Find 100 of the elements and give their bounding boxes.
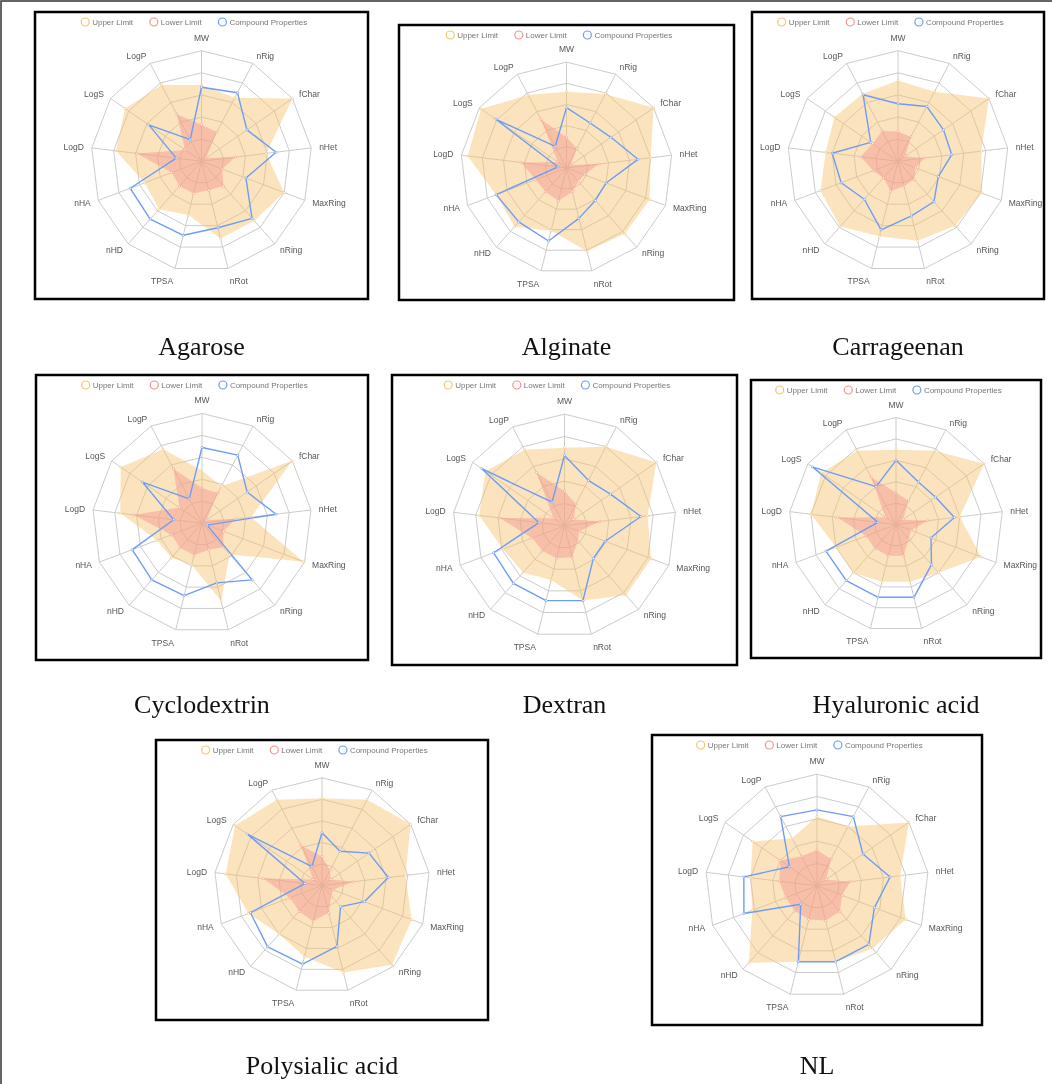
text: Cyclodextrin bbox=[134, 690, 270, 719]
legend-label: Compound Properties bbox=[349, 746, 428, 755]
spoke-label: TPSA bbox=[846, 636, 869, 647]
spoke-label: LogD bbox=[186, 866, 208, 877]
legend-label: Compound Properties bbox=[923, 386, 1002, 395]
spoke-label: fChar bbox=[990, 454, 1012, 465]
text: Agarose bbox=[158, 332, 245, 361]
spoke-label: nHA bbox=[197, 921, 215, 932]
spoke-label: nHet bbox=[436, 866, 456, 877]
spoke-label: LogP bbox=[741, 774, 762, 785]
spoke-label: LogP bbox=[493, 62, 514, 73]
spoke-label: fChar bbox=[298, 451, 320, 462]
spoke-label: fChar bbox=[417, 814, 439, 825]
text: Dextran bbox=[522, 690, 607, 719]
spoke-label: nRig bbox=[872, 774, 891, 785]
text: NL bbox=[799, 1051, 835, 1080]
spoke-label: LogS bbox=[452, 98, 474, 109]
spoke-label: MaxRing bbox=[312, 559, 346, 570]
spoke-label: LogP bbox=[489, 414, 510, 425]
legend-label: Compound Properties bbox=[229, 18, 308, 27]
spoke-label: nHet bbox=[935, 866, 955, 877]
spoke-label: TPSA bbox=[151, 637, 175, 648]
spoke-label: nHD bbox=[802, 244, 820, 255]
spoke-label: nHD bbox=[802, 605, 820, 616]
legend-label: Upper Limit bbox=[457, 31, 499, 40]
spoke-label: LogD bbox=[760, 141, 781, 152]
spoke-label: nRot bbox=[593, 278, 613, 289]
legend-label: Lower Limit bbox=[523, 381, 566, 390]
spoke-label: nHD bbox=[720, 970, 738, 981]
spoke-label: LogS bbox=[698, 812, 719, 823]
legend-label: Lower Limit bbox=[857, 18, 899, 27]
spoke-label: nRig bbox=[949, 417, 968, 428]
spoke-label: LogS bbox=[781, 454, 802, 465]
spoke-label: MW bbox=[809, 756, 825, 767]
spoke-label: nRot bbox=[845, 1001, 865, 1012]
spoke-label: nRing bbox=[972, 605, 995, 616]
spoke-label: nHA bbox=[688, 923, 706, 934]
spoke-label: LogS bbox=[85, 451, 106, 462]
spoke-label: LogD bbox=[425, 506, 446, 517]
spoke-label: TPSA bbox=[150, 276, 174, 287]
legend-label: Lower Limit bbox=[161, 381, 203, 390]
spoke-label: LogP bbox=[127, 413, 148, 424]
text: Hyaluronic acid bbox=[812, 690, 980, 719]
spoke-label: nRot bbox=[349, 998, 369, 1009]
spoke-label: LogS bbox=[206, 814, 228, 825]
spoke-label: nRing bbox=[280, 244, 303, 255]
legend-label: Compound Properties bbox=[229, 381, 308, 390]
spoke-label: TPSA bbox=[517, 278, 540, 289]
legend-label: Compound Properties bbox=[844, 741, 923, 750]
spoke-label: nRing bbox=[976, 244, 1000, 255]
spoke-label: nHA bbox=[770, 198, 788, 209]
spoke-label: LogD bbox=[677, 866, 699, 877]
spoke-label: MaxRing bbox=[672, 203, 707, 214]
spoke-label: TPSA bbox=[272, 998, 295, 1009]
spoke-label: nRig bbox=[375, 778, 394, 789]
spoke-label: nRig bbox=[620, 414, 638, 425]
spoke-label: nHA bbox=[75, 559, 93, 570]
spoke-label: MaxRing bbox=[430, 921, 465, 932]
spoke-label: MW bbox=[194, 395, 210, 406]
spoke-label: nRot bbox=[923, 636, 943, 647]
spoke-label: nHD bbox=[228, 967, 246, 978]
spoke-label: nHet bbox=[1010, 505, 1029, 516]
spoke-label: MaxRing bbox=[928, 923, 963, 934]
spoke-label: LogP bbox=[822, 417, 843, 428]
legend-label: Lower Limit bbox=[160, 18, 203, 27]
legend-label: Upper Limit bbox=[212, 746, 255, 755]
spoke-label: TPSA bbox=[847, 276, 870, 287]
spoke-label: fChar bbox=[660, 98, 682, 109]
legend-label: Compound Properties bbox=[925, 18, 1004, 27]
spoke-label: LogP bbox=[823, 51, 844, 62]
spoke-label: LogD bbox=[761, 505, 782, 516]
text: Carrageenan bbox=[832, 332, 964, 361]
legend-label: Lower Limit bbox=[855, 386, 897, 395]
spoke-label: nHA bbox=[443, 203, 461, 214]
spoke-label: MaxRing bbox=[1008, 198, 1043, 209]
spoke-label: nRig bbox=[619, 62, 638, 73]
spoke-label: fChar bbox=[662, 452, 684, 463]
spoke-label: nHet bbox=[319, 141, 338, 152]
spoke-label: MaxRing bbox=[312, 198, 347, 209]
spoke-label: MW bbox=[193, 32, 210, 43]
spoke-label: LogD bbox=[63, 141, 84, 152]
spoke-label: nRig bbox=[256, 413, 275, 424]
spoke-label: nRing bbox=[398, 967, 422, 978]
spoke-label: nHet bbox=[1015, 141, 1035, 152]
spoke-label: LogP bbox=[248, 778, 269, 789]
spoke-label: nHD bbox=[105, 244, 123, 255]
spoke-label: nHet bbox=[318, 504, 338, 515]
text: Polysialic acid bbox=[245, 1051, 399, 1080]
legend-label: Upper Limit bbox=[786, 386, 829, 395]
spoke-label: MW bbox=[558, 44, 575, 55]
spoke-label: MW bbox=[556, 396, 573, 407]
spoke-label: LogS bbox=[84, 88, 105, 99]
legend-label: Upper Limit bbox=[707, 741, 750, 750]
legend-label: Upper Limit bbox=[455, 381, 497, 390]
spoke-label: MaxRing bbox=[676, 563, 711, 574]
spoke-label: nRing bbox=[643, 610, 667, 621]
spoke-label: MW bbox=[890, 32, 906, 43]
legend-label: Upper Limit bbox=[92, 381, 135, 390]
spoke-label: nRot bbox=[230, 637, 249, 648]
spoke-label: nHD bbox=[473, 248, 491, 259]
